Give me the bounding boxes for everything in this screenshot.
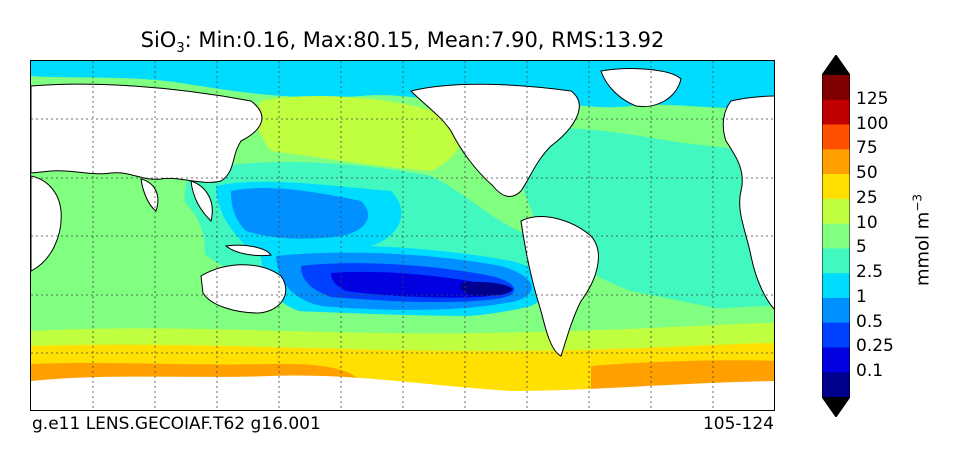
colorbar-segment <box>822 99 850 126</box>
colorbar-segment <box>822 347 850 373</box>
colorbar-segment <box>822 149 850 175</box>
colorbar-tick-label: 5 <box>856 237 867 258</box>
colorbar-segment <box>822 273 850 299</box>
colorbar-tick-label: 0.1 <box>856 361 884 382</box>
colorbar-tick-label: 125 <box>856 88 889 109</box>
colorbar-segment <box>822 198 850 225</box>
colorbar-segment <box>822 174 850 200</box>
year-range: 105-124 <box>702 414 774 434</box>
colorbar-segment <box>822 124 850 150</box>
units-text: mmol m <box>912 211 934 287</box>
colorbar-segment <box>822 322 850 348</box>
colorbar-segment <box>822 223 850 249</box>
colorbar-tick-label: 25 <box>856 187 878 208</box>
units-exponent: −3 <box>910 193 925 212</box>
plot-title: SiO3: Min:0.16, Max:80.15, Mean:7.90, RM… <box>30 28 775 56</box>
ocean-map <box>30 60 775 411</box>
colorbar-tick-label: 2.5 <box>856 262 884 283</box>
map-svg <box>31 61 774 410</box>
colorbar-segment <box>822 248 850 274</box>
colorbar <box>822 55 850 417</box>
title-subscript: 3 <box>176 41 185 57</box>
colorbar-segment <box>822 75 850 101</box>
title-variable: SiO <box>140 28 177 52</box>
colorbar-tick-label: 10 <box>856 212 878 233</box>
colorbar-tick-label: 50 <box>856 163 878 184</box>
colorbar-tick-label: 75 <box>856 138 878 159</box>
colorbar-segment <box>822 297 850 324</box>
colorbar-tick-label: 0.5 <box>856 311 884 332</box>
colorbar-extend-under <box>822 397 850 417</box>
colorbar-tick-label: 0.25 <box>856 336 894 357</box>
colorbar-segment <box>822 372 850 398</box>
colorbar-units: mmol m−3 <box>911 194 934 286</box>
title-stats: : Min:0.16, Max:80.15, Mean:7.90, RMS:13… <box>184 28 665 52</box>
colorbar-tick-label: 1 <box>856 286 867 307</box>
colorbar-tick-label: 100 <box>856 113 889 134</box>
colorbar-extend-over <box>822 55 850 75</box>
case-name: g.e11 LENS.GECOIAF.T62 g16.001 <box>32 414 321 434</box>
